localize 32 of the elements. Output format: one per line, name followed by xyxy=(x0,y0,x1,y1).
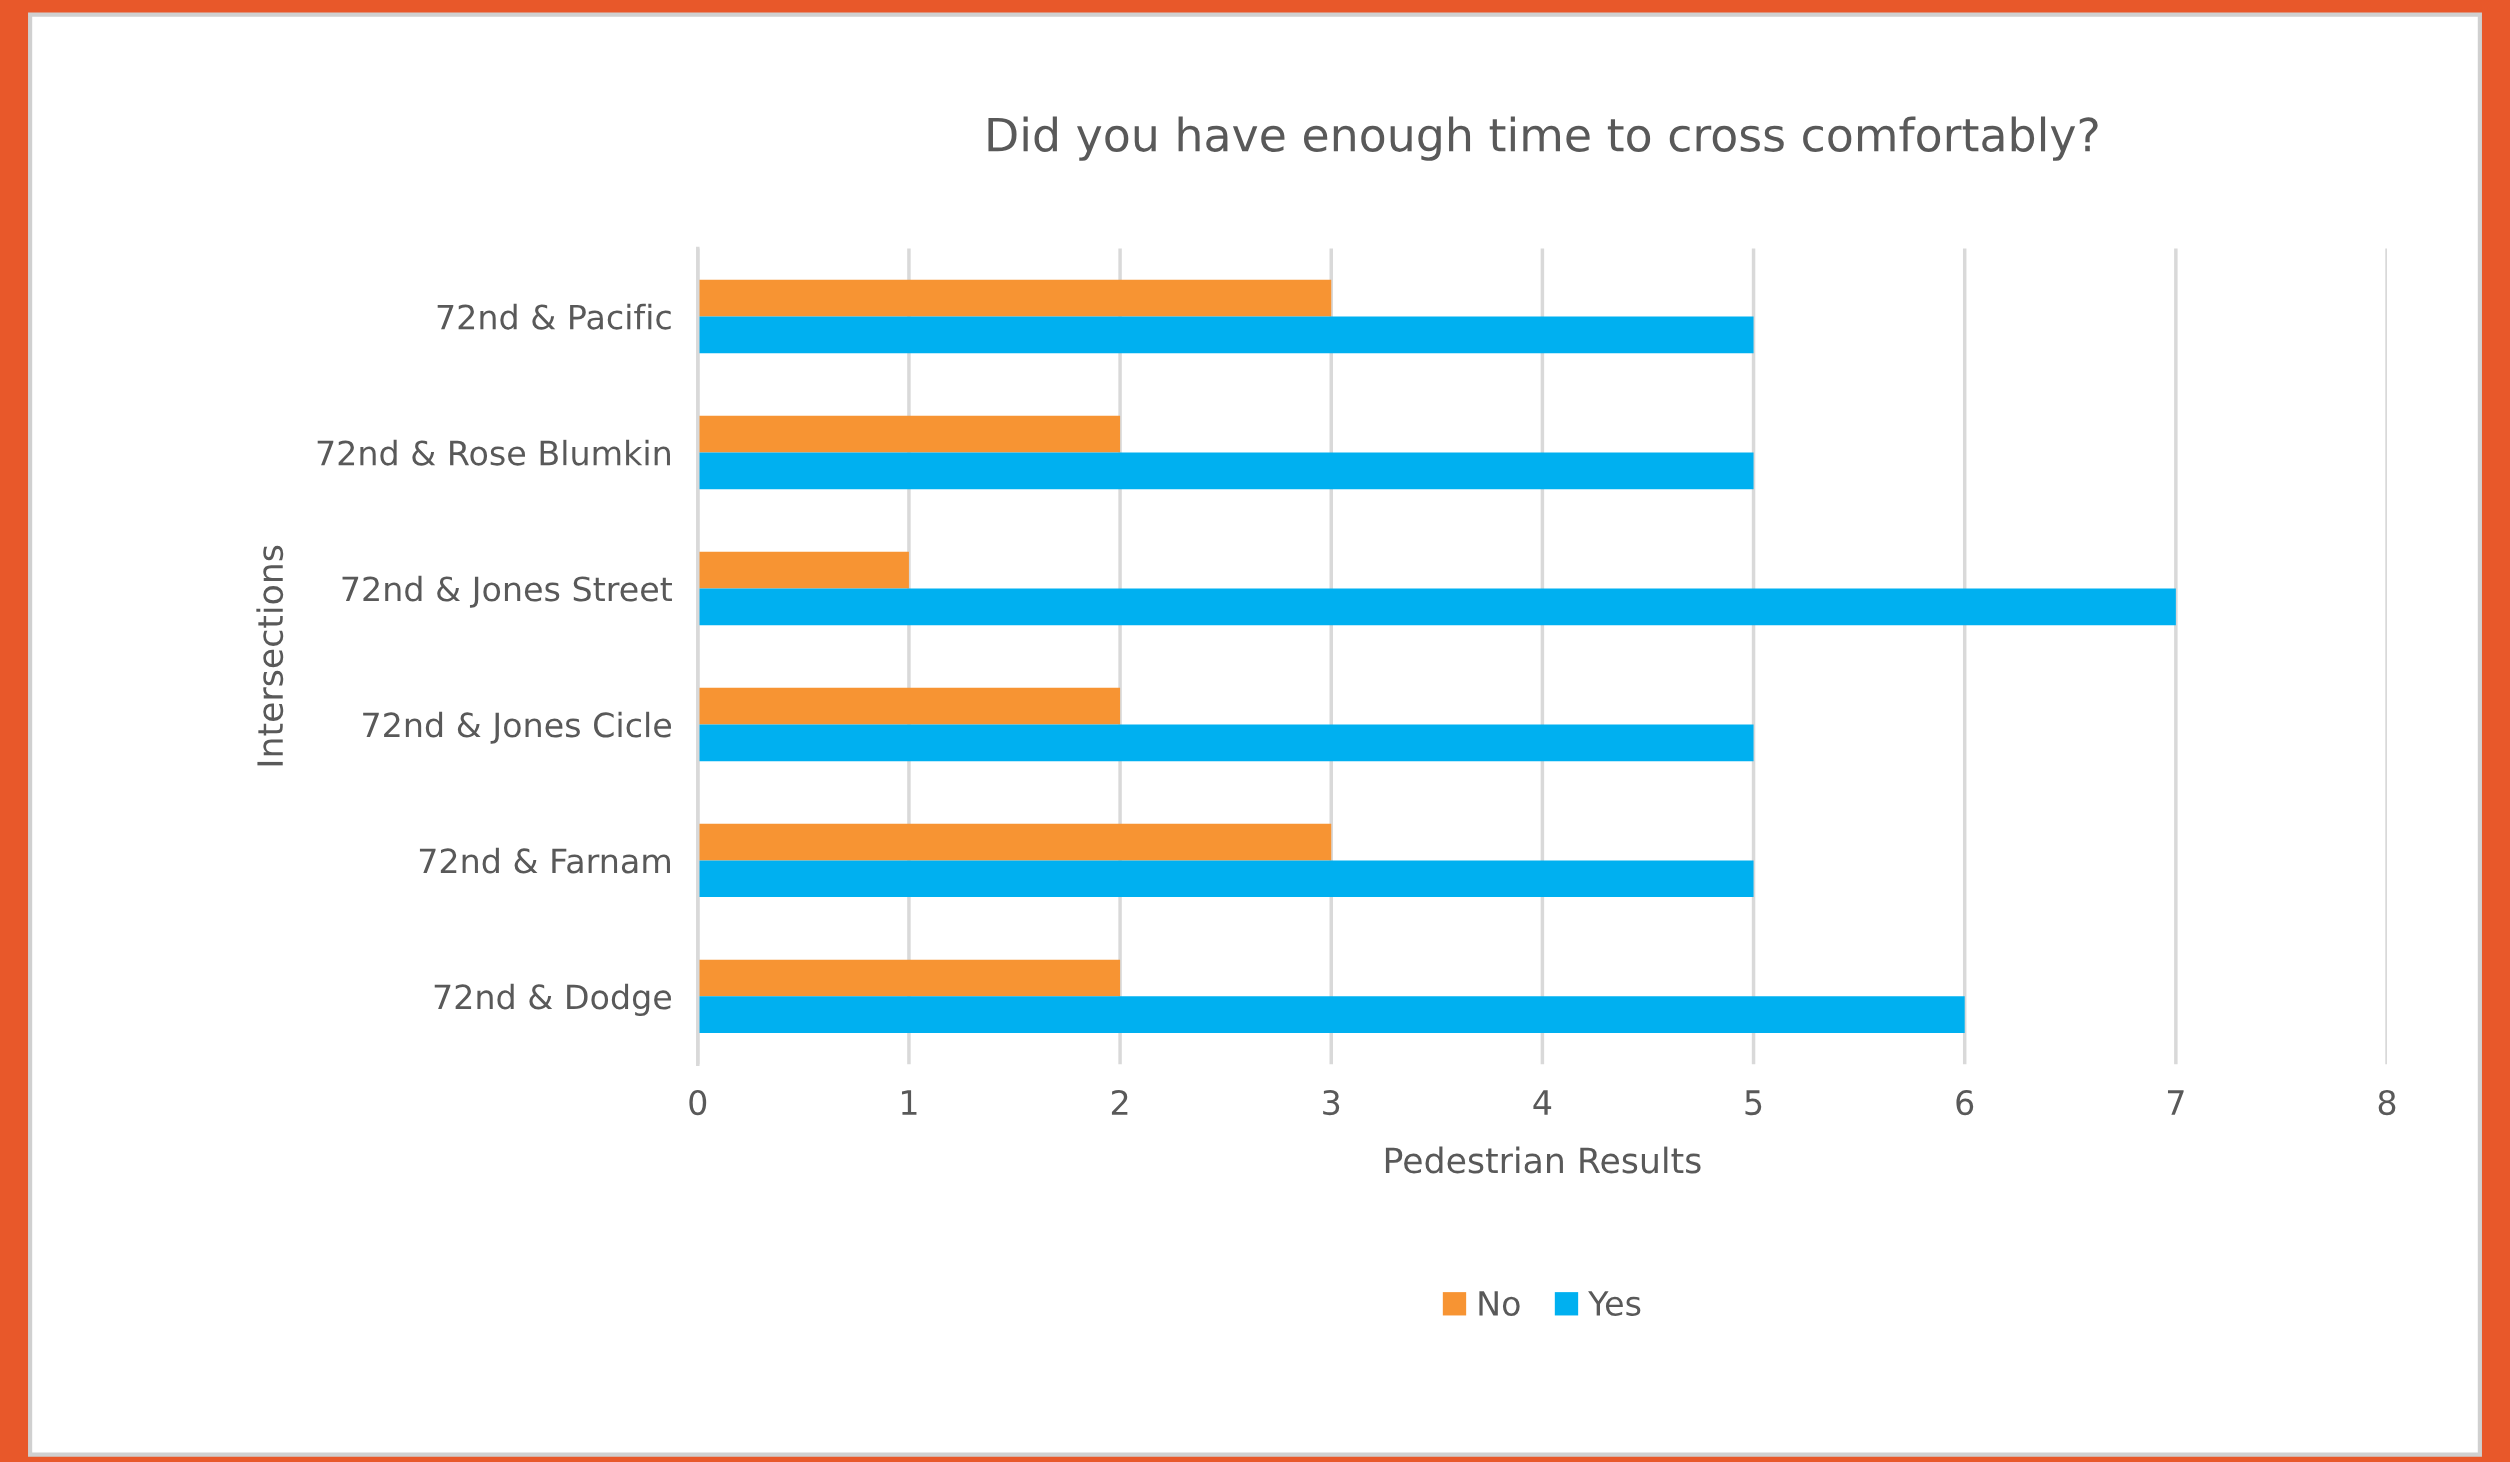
x-tick-label: 3 xyxy=(1323,1089,1340,1116)
bar xyxy=(697,415,1121,453)
chart-title: Did you have enough time to cross comfortably? xyxy=(988,116,2098,161)
y-tick-label: 72nd & Rose Blumkin xyxy=(317,439,670,466)
legend-label: No xyxy=(1479,1291,1520,1316)
bar xyxy=(697,279,1332,317)
legend-label: Yes xyxy=(1588,1291,1641,1316)
bar xyxy=(697,687,1121,725)
y-tick-label: 72nd & Pacific xyxy=(437,303,671,330)
y-axis-title: Intersections xyxy=(256,545,284,766)
x-tick-label: 5 xyxy=(1745,1090,1762,1116)
bar xyxy=(697,860,1754,898)
x-tick-label: 8 xyxy=(2378,1089,2396,1116)
bar xyxy=(697,823,1332,861)
x-tick-label: 6 xyxy=(1956,1089,1974,1116)
x-axis-title: Pedestrian Results xyxy=(1385,1146,1701,1174)
bar xyxy=(697,588,2176,626)
bar xyxy=(697,551,909,589)
y-tick-label: 72nd & Jones Cicle xyxy=(363,711,671,744)
bar xyxy=(697,996,1965,1034)
bar xyxy=(697,452,1754,490)
x-tick-label: 2 xyxy=(1111,1089,1128,1115)
bar xyxy=(697,959,1121,997)
bar xyxy=(697,724,1754,762)
x-tick-label: 0 xyxy=(689,1089,707,1116)
y-tick-label: 72nd & Jones Street xyxy=(342,575,672,608)
x-tick-label: 1 xyxy=(901,1090,917,1115)
x-tick-label: 4 xyxy=(1533,1090,1552,1115)
x-tick-label: 7 xyxy=(2167,1090,2184,1115)
y-tick-label: 72nd & Farnam xyxy=(419,847,670,874)
y-tick-label: 72nd & Dodge xyxy=(434,983,671,1016)
bar xyxy=(697,316,1754,354)
